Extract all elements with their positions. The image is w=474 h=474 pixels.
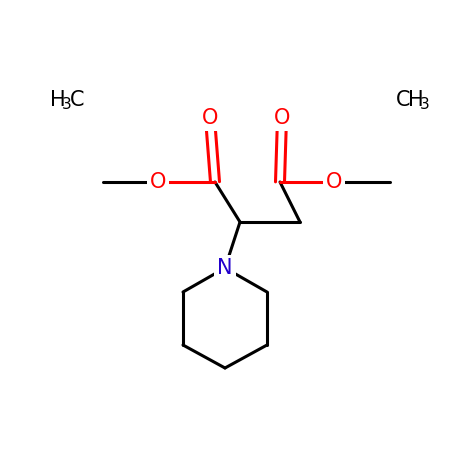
Text: H: H <box>50 90 65 110</box>
Text: O: O <box>274 108 290 128</box>
Text: H: H <box>408 90 424 110</box>
Text: N: N <box>217 258 233 278</box>
Text: O: O <box>150 172 166 192</box>
Text: 3: 3 <box>420 97 430 111</box>
Text: C: C <box>396 90 410 110</box>
Text: 3: 3 <box>62 97 72 111</box>
Text: O: O <box>202 108 218 128</box>
Text: O: O <box>326 172 342 192</box>
Text: C: C <box>70 90 84 110</box>
